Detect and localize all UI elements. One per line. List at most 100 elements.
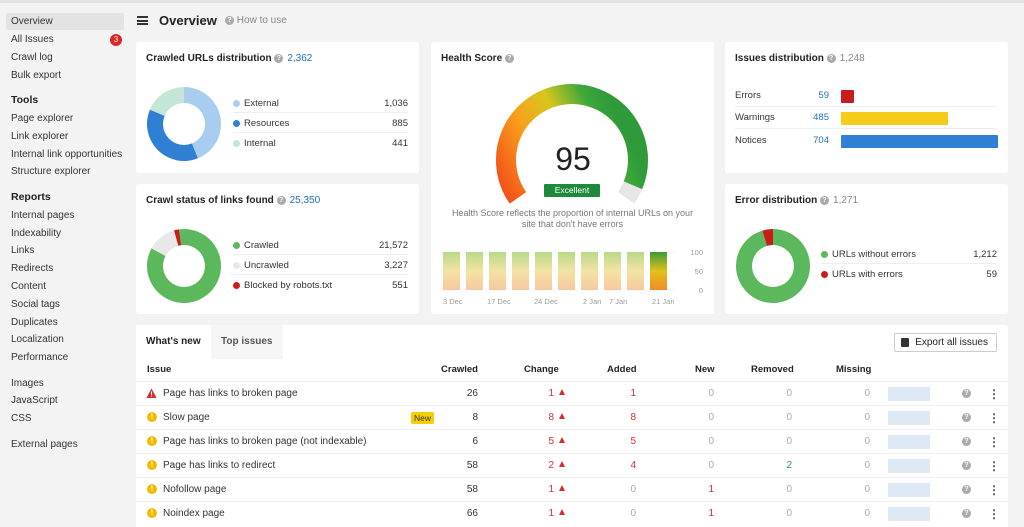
col-header-issue[interactable]: Issue (147, 364, 172, 375)
history-bar[interactable] (443, 252, 460, 290)
sidebar-item-duplicates[interactable]: Duplicates (11, 317, 58, 328)
missing-value[interactable]: 0 (864, 436, 870, 447)
table-row[interactable]: ! Page has links to redirect 58 2 4 0 2 0? ⋮ (136, 453, 1008, 477)
table-row[interactable]: ! Noindex page 66 1 0 1 0 0? ⋮ (136, 501, 1008, 525)
history-bar[interactable] (650, 252, 667, 290)
more-options-icon[interactable]: ⋮ (988, 387, 1000, 401)
issue-name-link[interactable]: Page has links to broken page (not index… (163, 436, 367, 447)
new-value[interactable]: 0 (708, 460, 714, 471)
missing-value[interactable]: 0 (864, 412, 870, 423)
issue-name-link[interactable]: Nofollow page (163, 484, 227, 495)
removed-value[interactable]: 0 (786, 388, 792, 399)
issue-name-link[interactable]: Slow page (163, 412, 210, 423)
export-all-issues-button[interactable]: Export all issues (894, 333, 997, 352)
legend-urls-without-errors[interactable]: URLs without errors 1,212 (821, 245, 997, 264)
sidebar-item-internal-link-opportunities[interactable]: Internal link opportunities (11, 149, 123, 160)
added-value[interactable]: 1 (630, 388, 636, 399)
added-value[interactable]: 5 (630, 436, 636, 447)
sidebar-item-page-explorer[interactable]: Page explorer (11, 113, 74, 124)
missing-value[interactable]: 0 (864, 484, 870, 495)
issue-name-link[interactable]: Page has links to broken page (163, 388, 298, 399)
legend-crawled[interactable]: Crawled 21,572 (233, 236, 408, 255)
history-bar[interactable] (489, 252, 506, 290)
sidebar-item-structure-explorer[interactable]: Structure explorer (11, 166, 91, 177)
issue-name-link[interactable]: Noindex page (163, 508, 225, 519)
more-options-icon[interactable]: ⋮ (988, 459, 1000, 473)
sidebar-item-all-issues[interactable]: All Issues 3 (6, 31, 124, 48)
col-header-crawled[interactable]: Crawled (441, 364, 478, 375)
history-bar[interactable] (627, 252, 644, 290)
legend-uncrawled[interactable]: Uncrawled 3,227 (233, 256, 408, 275)
crawl-status-count[interactable]: 25,350 (289, 195, 321, 206)
col-header-missing[interactable]: Missing (836, 364, 872, 375)
sidebar-item-links[interactable]: Links (11, 245, 35, 256)
legend-blocked[interactable]: Blocked by robots.txt 551 (233, 276, 408, 295)
new-value[interactable]: 1 (708, 484, 714, 495)
help-icon[interactable]: ? (962, 461, 971, 470)
crawled-value[interactable]: 66 (466, 508, 478, 519)
crawled-value[interactable]: 58 (466, 484, 478, 495)
sidebar-item-social-tags[interactable]: Social tags (11, 299, 60, 310)
more-options-icon[interactable]: ⋮ (988, 507, 1000, 521)
tab-top-issues[interactable]: Top issues (211, 325, 283, 359)
help-icon[interactable]: ? (820, 195, 830, 205)
new-value[interactable]: 0 (708, 436, 714, 447)
sidebar-item-bulk-export[interactable]: Bulk export (11, 70, 62, 81)
sidebar-item-crawl-log[interactable]: Crawl log (11, 52, 53, 63)
history-bar[interactable] (604, 252, 621, 290)
sidebar-item-external-pages[interactable]: External pages (11, 439, 78, 450)
history-bar[interactable] (535, 252, 552, 290)
more-options-icon[interactable]: ⋮ (988, 483, 1000, 497)
removed-value[interactable]: 0 (786, 484, 792, 495)
removed-value[interactable]: 0 (786, 508, 792, 519)
help-icon[interactable]: ? (962, 413, 971, 422)
table-row[interactable]: Page has links to broken page 26 1 1 0 0 0? ⋮ (136, 381, 1008, 405)
legend-external[interactable]: External 1,036 (233, 94, 408, 113)
sidebar-item-performance[interactable]: Performance (11, 352, 69, 363)
crawled-value[interactable]: 58 (466, 460, 478, 471)
removed-value[interactable]: 0 (786, 436, 792, 447)
col-header-added[interactable]: Added (607, 364, 637, 375)
menu-icon[interactable] (137, 16, 148, 25)
col-header-new[interactable]: New (695, 364, 715, 375)
sidebar-item-overview[interactable]: Overview (6, 13, 124, 30)
sidebar-item-javascript[interactable]: JavaScript (11, 395, 58, 406)
issues-row-warnings[interactable]: Warnings 485 (735, 107, 997, 129)
added-value[interactable]: 4 (630, 460, 636, 471)
help-icon[interactable]: ? (962, 485, 971, 494)
sidebar-item-internal-pages[interactable]: Internal pages (11, 210, 75, 221)
help-icon[interactable]: ? (962, 389, 971, 398)
new-value[interactable]: 1 (708, 508, 714, 519)
sidebar-item-images[interactable]: Images (11, 378, 44, 389)
table-row[interactable]: ! Nofollow page 58 1 0 1 0 0? ⋮ (136, 477, 1008, 501)
help-icon[interactable]: ? (274, 53, 284, 63)
issue-name-link[interactable]: Page has links to redirect (163, 460, 276, 471)
sidebar-item-redirects[interactable]: Redirects (11, 263, 54, 274)
sidebar-item-localization[interactable]: Localization (11, 334, 64, 345)
tab-whats-new[interactable]: What's new (136, 325, 211, 359)
added-value[interactable]: 8 (630, 412, 636, 423)
sidebar-item-css[interactable]: CSS (11, 413, 32, 424)
removed-value[interactable]: 0 (786, 412, 792, 423)
history-bar[interactable] (558, 252, 575, 290)
sidebar-item-link-explorer[interactable]: Link explorer (11, 131, 69, 142)
missing-value[interactable]: 0 (864, 388, 870, 399)
missing-value[interactable]: 0 (864, 508, 870, 519)
missing-value[interactable]: 0 (864, 460, 870, 471)
added-value[interactable]: 0 (630, 508, 636, 519)
new-value[interactable]: 0 (708, 388, 714, 399)
issues-row-notices[interactable]: Notices 704 (735, 130, 998, 152)
more-options-icon[interactable]: ⋮ (988, 411, 1000, 425)
history-bar[interactable] (581, 252, 598, 290)
help-icon[interactable]: ? (276, 195, 286, 205)
crawled-value[interactable]: 8 (472, 412, 478, 423)
col-header-removed[interactable]: Removed (751, 364, 794, 375)
added-value[interactable]: 0 (630, 484, 636, 495)
help-icon[interactable]: ? (504, 53, 514, 63)
sidebar-item-content[interactable]: Content (11, 281, 47, 292)
more-options-icon[interactable]: ⋮ (988, 435, 1000, 449)
history-bar[interactable] (512, 252, 529, 290)
crawled-urls-count[interactable]: 2,362 (287, 53, 313, 64)
col-header-change[interactable]: Change (524, 364, 559, 375)
how-to-use-link[interactable]: ? How to use (225, 15, 287, 26)
